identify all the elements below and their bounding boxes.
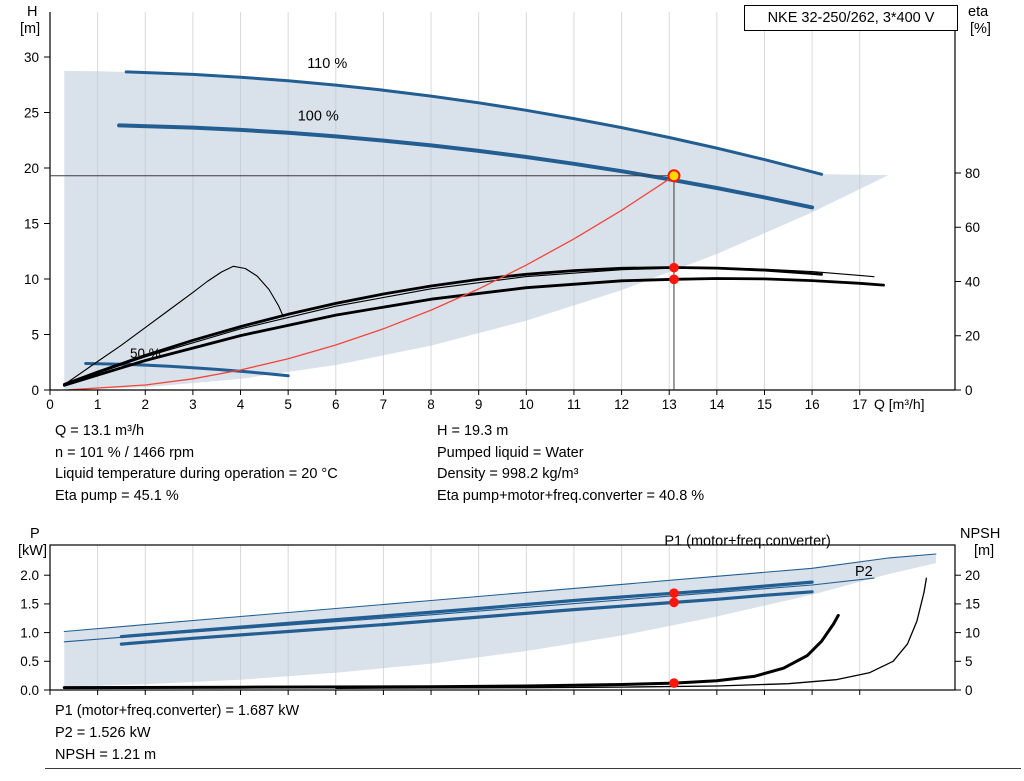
left-tick-label: 5 xyxy=(31,327,39,342)
info-line: P2 = 1.526 kW xyxy=(55,725,151,741)
left-tick-label: 30 xyxy=(24,50,39,65)
left-tick-label: 15 xyxy=(24,216,39,231)
info-line: Liquid temperature during operation = 20… xyxy=(55,466,338,482)
x-tick-label: 8 xyxy=(427,397,435,412)
curve-label: 100 % xyxy=(298,108,339,124)
right-tick-label: 40 xyxy=(965,274,980,289)
left-tick-label: 0.0 xyxy=(20,683,39,698)
x-tick-label: 10 xyxy=(519,397,534,412)
x-tick-label: 11 xyxy=(567,397,581,412)
x-tick-label: 0 xyxy=(46,397,54,412)
h-axis-label: H xyxy=(27,4,38,20)
eta-pump xyxy=(62,266,823,386)
duty-info-left: Q = 13.1 m³/h n = 101 % / 1466 rpm Liquid … xyxy=(55,421,338,507)
right-tick-label: 20 xyxy=(965,329,980,344)
marker-dot xyxy=(669,588,679,598)
x-tick-label: 1 xyxy=(94,397,102,412)
system-curve xyxy=(68,175,675,391)
curve-label: P2 xyxy=(855,564,873,580)
speed-100 xyxy=(117,123,815,210)
marker-dot xyxy=(669,597,679,608)
left-tick-label: 0.5 xyxy=(20,654,39,669)
info-line: Eta pump = 45.1 % xyxy=(55,487,179,504)
info-line: H = 19.3 m xyxy=(437,423,509,439)
right-tick-label: 0 xyxy=(965,383,973,398)
left-tick-label: 20 xyxy=(24,161,39,176)
marker-dot xyxy=(669,274,679,285)
x-tick-label: 15 xyxy=(757,397,772,412)
right-tick-label: 5 xyxy=(965,654,973,669)
q-axis-label: Q [m³/h] xyxy=(874,396,925,412)
operating-range-band xyxy=(64,554,936,687)
right-tick-label: 10 xyxy=(965,625,980,640)
x-tick-label: 17 xyxy=(852,397,867,412)
duty-info-right: H = 19.3 m Pumped liquid = Water Density =… xyxy=(437,421,704,507)
x-tick-label: 9 xyxy=(475,397,483,412)
npsh-axis-label: NPSH xyxy=(960,526,1001,542)
operating-range-band xyxy=(64,70,889,390)
eta-50 xyxy=(63,265,284,386)
left-tick-label: 10 xyxy=(24,272,39,287)
bottom-divider xyxy=(45,768,1021,769)
left-tick-label: 1.0 xyxy=(20,625,39,640)
x-tick-label: 4 xyxy=(237,397,245,412)
left-tick-label: 1.5 xyxy=(20,597,39,612)
eta-axis-unit: [%] xyxy=(970,21,991,37)
x-tick-label: 7 xyxy=(380,397,388,412)
chart-frame xyxy=(49,544,956,691)
npsh-curve xyxy=(62,613,840,690)
info-line: Pumped liquid = Water xyxy=(437,444,584,461)
right-tick-label: 20 xyxy=(965,568,980,583)
right-tick-label: 80 xyxy=(965,166,980,181)
speed-110 xyxy=(124,70,824,176)
info-line: Eta pump+motor+freq.converter = 40.8 % xyxy=(437,487,705,504)
p2-curve xyxy=(119,590,814,646)
right-tick-label: 15 xyxy=(965,597,980,612)
info-line: Q = 13.1 m³/h xyxy=(55,423,145,439)
info-line: NPSH = 1.21 m xyxy=(55,747,157,763)
left-tick-label: 25 xyxy=(24,105,39,120)
right-tick-label: 60 xyxy=(965,220,980,235)
info-line: n = 101 % / 1466 rpm xyxy=(55,444,195,461)
curve-label: 50 % xyxy=(130,346,161,361)
h-axis-unit: [m] xyxy=(20,21,41,37)
p-axis-label: P xyxy=(30,526,40,542)
x-tick-label: 16 xyxy=(805,397,820,412)
x-tick-label: 14 xyxy=(709,397,725,412)
pump-model-label: NKE 32-250/262, 3*400 V xyxy=(767,10,935,26)
npsh-ref-thin xyxy=(335,577,928,689)
info-line: P1 (motor+freq.converter) = 1.687 kW xyxy=(55,703,300,719)
power-info: P1 (motor+freq.converter) = 1.687 kW P2 =… xyxy=(55,700,299,766)
x-tick-label: 13 xyxy=(662,397,677,412)
left-tick-label: 2.0 xyxy=(20,568,39,583)
x-tick-label: 5 xyxy=(284,397,292,412)
p-axis-unit: [kW] xyxy=(18,543,47,559)
x-tick-label: 3 xyxy=(189,397,197,412)
x-tick-label: 6 xyxy=(332,397,340,412)
p-envelope-upper xyxy=(63,553,937,633)
x-tick-label: 12 xyxy=(614,397,629,412)
x-tick-label: 2 xyxy=(142,397,150,412)
eta-total xyxy=(62,277,885,387)
duty-point[interactable] xyxy=(667,169,681,183)
marker-dot xyxy=(669,262,679,273)
curve-label: 110 % xyxy=(307,56,347,72)
right-tick-label: 0 xyxy=(965,683,973,698)
marker-dot xyxy=(669,678,679,688)
info-line: Density = 998.2 kg/m³ xyxy=(437,466,579,482)
p1-curve xyxy=(119,580,814,639)
npsh-axis-unit: [m] xyxy=(974,543,995,559)
eta-axis-label: eta xyxy=(968,4,989,20)
left-tick-label: 0 xyxy=(31,383,39,398)
pump-model-box: NKE 32-250/262, 3*400 V xyxy=(744,5,958,31)
curve-label: P1 (motor+freq.converter) xyxy=(664,533,830,549)
